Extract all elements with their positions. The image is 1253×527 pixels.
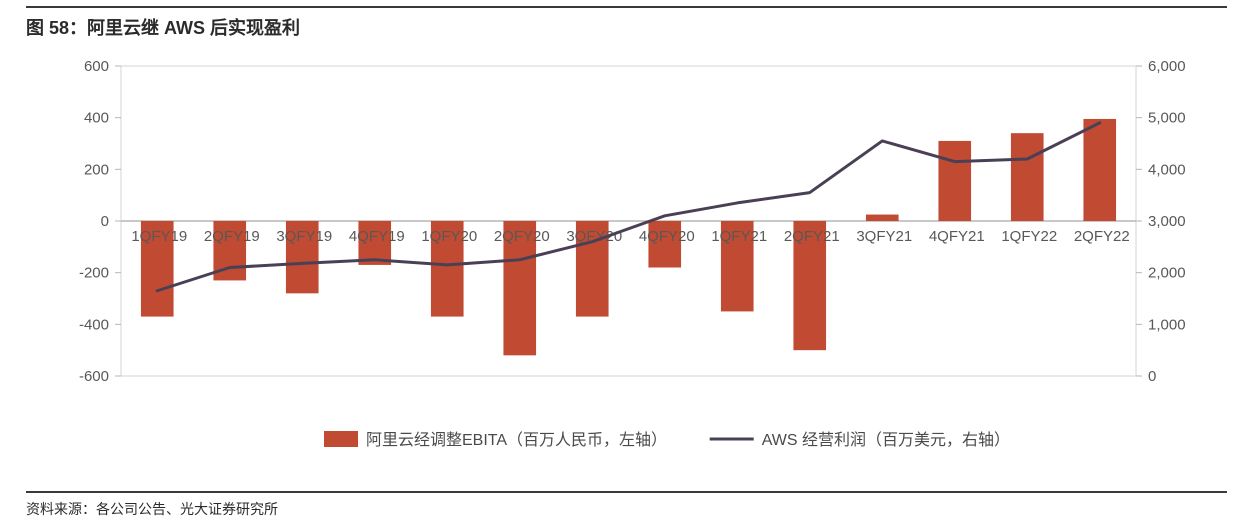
category-label: 2QFY19 [204, 228, 260, 245]
category-label: 4QFY21 [929, 228, 985, 245]
category-label: 4QFY20 [639, 228, 695, 245]
category-label: 1QFY19 [131, 228, 187, 245]
category-label: 4QFY19 [349, 228, 405, 245]
right-axis-label: 1,000 [1148, 316, 1186, 333]
right-axis-label: 4,000 [1148, 161, 1186, 178]
bar [938, 141, 971, 221]
chart-svg: -600 -400 -200 0 200 400 600 0 1,000 2,000 3,000 4,… [26, 46, 1227, 467]
legend-label-line: AWS 经营利润（百万美元，右轴） [762, 431, 1010, 449]
category-label: 2QFY21 [784, 228, 840, 245]
figure-container: 图 58：阿里云继 AWS 后实现盈利 -600 -400 -200 0 200 400 6… [0, 0, 1253, 527]
bar [1083, 119, 1116, 221]
category-label: 3QFY21 [856, 228, 912, 245]
category-label: 2QFY22 [1074, 228, 1130, 245]
left-axis-label: -600 [79, 368, 109, 385]
bar [866, 215, 899, 221]
left-axis-label: 200 [84, 161, 109, 178]
category-label: 2QFY20 [494, 228, 550, 245]
right-axis-label: 5,000 [1148, 110, 1186, 127]
right-axis-label: 6,000 [1148, 58, 1186, 75]
left-axis-label: -400 [79, 316, 109, 333]
legend-swatch-bars [324, 431, 358, 447]
chart-area: -600 -400 -200 0 200 400 600 0 1,000 2,000 3,000 4,… [26, 46, 1227, 467]
figure-title: 图 58：阿里云继 AWS 后实现盈利 [26, 6, 1227, 40]
right-axis-label: 2,000 [1148, 265, 1186, 282]
category-label: 1QFY20 [421, 228, 477, 245]
category-label: 1QFY22 [1001, 228, 1057, 245]
left-axis-label: 0 [101, 213, 109, 230]
category-label: 1QFY21 [711, 228, 767, 245]
left-axis-label: -200 [79, 265, 109, 282]
right-axis-label: 0 [1148, 368, 1156, 385]
legend-label-bars: 阿里云经调整EBITA（百万人民币，左轴） [366, 431, 667, 449]
category-label: 3QFY19 [276, 228, 332, 245]
source-line: 资料来源：各公司公告、光大证券研究所 [26, 491, 1227, 519]
bar [1011, 133, 1044, 221]
left-axis-label: 600 [84, 58, 109, 75]
right-axis-label: 3,000 [1148, 213, 1186, 230]
left-axis-label: 400 [84, 110, 109, 127]
